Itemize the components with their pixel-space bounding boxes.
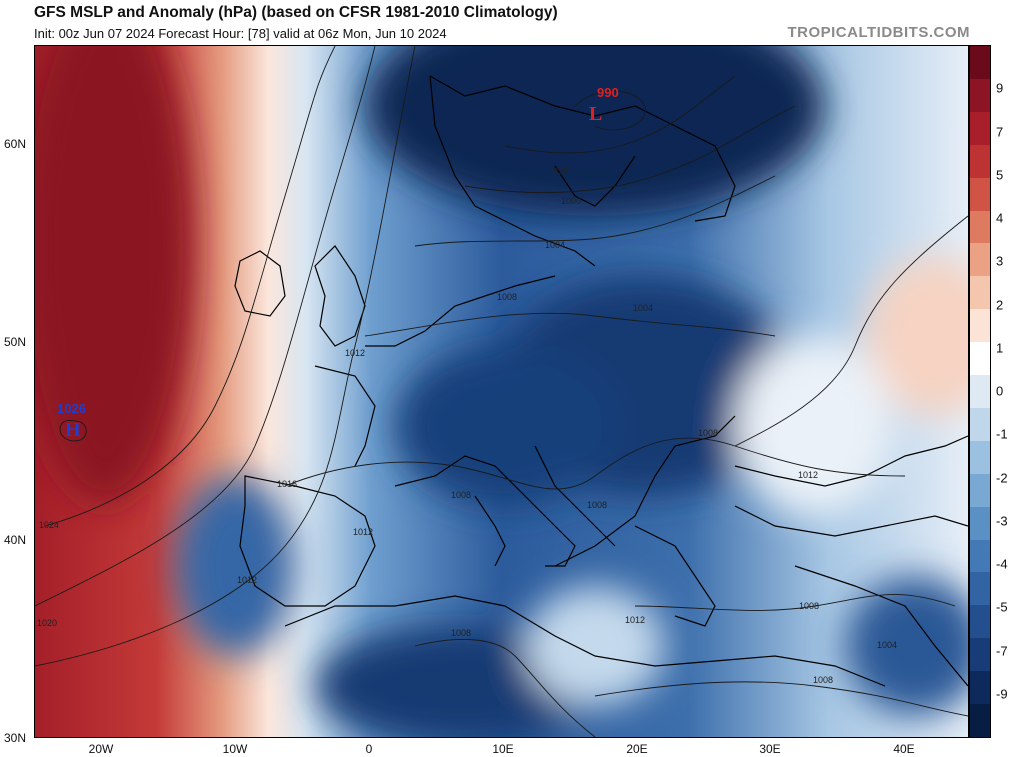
colorbar-segment xyxy=(970,704,990,737)
isobar-label: 1004 xyxy=(545,240,565,250)
colorbar-segment xyxy=(970,375,990,409)
colorbar-segment xyxy=(970,78,990,113)
colorbar-tick: 1 xyxy=(996,340,1004,356)
colorbar-segment xyxy=(970,605,990,639)
colorbar-segment xyxy=(970,407,990,442)
colorbar-segment xyxy=(970,671,990,705)
colorbar-tick: -4 xyxy=(996,556,1008,572)
colorbar-segment xyxy=(970,572,990,606)
isobars xyxy=(35,46,968,737)
lat-label-60n: 60N xyxy=(4,137,27,151)
isobar-label: 1012 xyxy=(625,615,645,625)
isobar-label: 1004 xyxy=(877,640,897,650)
colorbar-segment xyxy=(970,177,990,211)
colorbar-tick: 9 xyxy=(996,80,1004,96)
low-pressure-center: 990 L xyxy=(589,85,619,125)
colorbar-segment xyxy=(970,243,990,277)
isobar-label: 1008 xyxy=(698,428,718,438)
colorbar-tick: 0 xyxy=(996,383,1004,399)
colorbar-tick: -5 xyxy=(996,599,1008,615)
isobar-labels: 1024 1020 1016 1012 1012 1012 1012 1012 … xyxy=(37,166,897,685)
high-pressure-value: 1026 xyxy=(57,401,86,416)
map-title: GFS MSLP and Anomaly (hPa) (based on CFS… xyxy=(34,4,558,21)
isobar-label: 1012 xyxy=(798,470,818,480)
colorbar-tick: -7 xyxy=(996,643,1008,659)
isobar-label: 996 xyxy=(553,166,568,176)
isobar-label: 1008 xyxy=(813,675,833,685)
colorbar-tick: 3 xyxy=(996,253,1004,269)
lon-label-0: 0 xyxy=(365,742,373,756)
isobar-label: 1012 xyxy=(237,575,257,585)
colorbar-segment xyxy=(970,440,990,475)
isobar-label: 1008 xyxy=(451,628,471,638)
isobar-label: 1024 xyxy=(39,520,59,530)
colorbar-tick: -9 xyxy=(996,686,1008,702)
isobar-label: 1008 xyxy=(451,490,471,500)
coastlines xyxy=(234,75,968,687)
colorbar-segment xyxy=(970,111,990,146)
colorbar-tick: -2 xyxy=(996,470,1008,486)
lon-label-10e: 10E xyxy=(492,742,514,756)
isobar-label: 1004 xyxy=(633,303,653,313)
colorbar-segment xyxy=(970,638,990,672)
weather-map[interactable]: 1024 1020 1016 1012 1012 1012 1012 1012 … xyxy=(34,45,969,738)
isobar-label: 1000 xyxy=(561,196,581,206)
colorbar-tick: 4 xyxy=(996,210,1004,226)
colorbar-segment xyxy=(970,210,990,244)
lon-label-20e: 20E xyxy=(626,742,648,756)
isobar-label: 1008 xyxy=(587,500,607,510)
isobar-label: 1008 xyxy=(497,292,517,302)
colorbar-tick: -3 xyxy=(996,513,1008,529)
low-pressure-value: 990 xyxy=(597,85,619,100)
watermark: TROPICALTIDBITS.COM xyxy=(787,24,970,41)
high-pressure-marker: H xyxy=(65,419,81,441)
map-subtitle: Init: 00z Jun 07 2024 Forecast Hour: [78… xyxy=(34,26,447,41)
lon-label-20w: 20W xyxy=(88,742,114,756)
colorbar-segment xyxy=(970,342,990,376)
low-pressure-marker: L xyxy=(589,103,602,125)
isobar-label: 1012 xyxy=(345,348,365,358)
lon-label-10w: 10W xyxy=(222,742,248,756)
colorbar-tick: 7 xyxy=(996,124,1004,140)
isobar-label: 1020 xyxy=(37,618,57,628)
colorbar-tick: 5 xyxy=(996,167,1004,183)
lat-label-30n: 30N xyxy=(4,731,27,745)
isobar-label: 1016 xyxy=(277,479,297,489)
colorbar-segment xyxy=(970,144,990,179)
colorbar-tick: -1 xyxy=(996,426,1008,442)
colorbar-segment xyxy=(970,506,990,541)
high-pressure-center: 1026 H xyxy=(57,401,86,441)
colorbar-segment xyxy=(970,276,990,310)
colorbar-tick: 2 xyxy=(996,297,1004,313)
isobar-label: 1012 xyxy=(353,527,373,537)
lon-label-30e: 30E xyxy=(759,742,781,756)
map-canvas: 1024 1020 1016 1012 1012 1012 1012 1012 … xyxy=(35,46,968,737)
lat-label-40n: 40N xyxy=(4,533,27,547)
lat-label-50n: 50N xyxy=(4,335,27,349)
lon-label-40e: 40E xyxy=(893,742,915,756)
colorbar-segment xyxy=(970,46,990,80)
isobar-label: 1008 xyxy=(799,601,819,611)
colorbar-segment xyxy=(970,539,990,573)
colorbar-segment xyxy=(970,473,990,508)
anomaly-blobs xyxy=(35,46,968,737)
colorbar-segment xyxy=(970,309,990,343)
anomaly-colorbar xyxy=(969,45,991,738)
colorbar-labels: 9 7 5 4 3 2 1 0 -1 -2 -3 -4 -5 -7 -9 xyxy=(994,45,1024,738)
